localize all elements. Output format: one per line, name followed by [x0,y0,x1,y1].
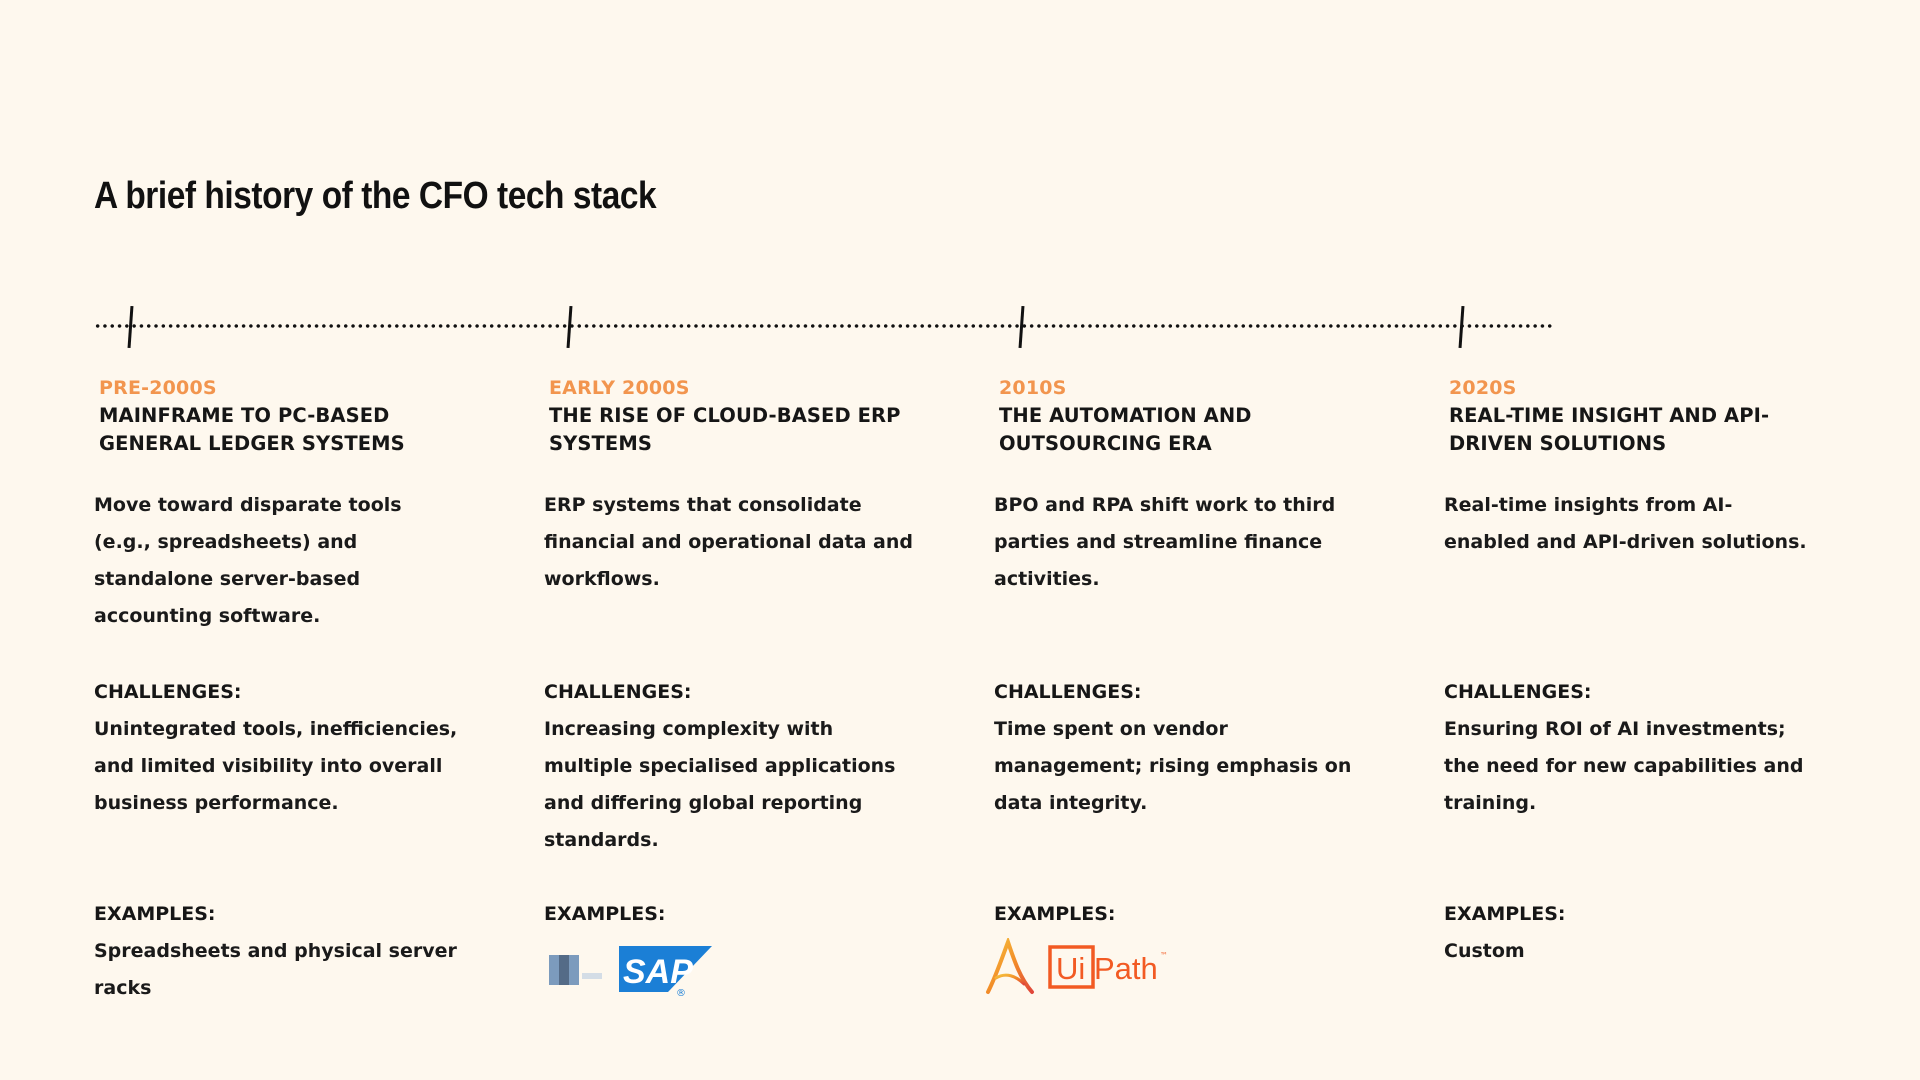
examples-label: EXAMPLES: [1444,903,1566,925]
uipath-word-text: Path [1094,951,1158,986]
challenges-text: Ensuring ROI of AI investments; the need… [1444,718,1804,814]
automation-logos: Ui Path ™ [986,936,1168,994]
sap-wordmark: SAP [623,953,693,991]
challenges-label: CHALLENGES: [994,681,1142,703]
era-column-early-2000s: EARLY 2000S THE RISE OF CLOUD-BASED ERP … [544,374,924,999]
erp-logos: SAP ® [549,946,712,999]
challenges-label: CHALLENGES: [1444,681,1592,703]
examples-label: EXAMPLES: [994,903,1116,925]
era-column-pre-2000s: PRE-2000S MAINFRAME TO PC-BASED GENERAL … [94,374,474,999]
era-description: ERP systems that consolidate financial a… [544,494,913,590]
era-label: 2010S [999,377,1067,399]
examples-label: EXAMPLES: [544,903,666,925]
page-title: A brief history of the CFO tech stack [94,175,657,217]
examples-logos: SAP ® [544,938,924,999]
era-heading: THE AUTOMATION AND OUTSOURCING ERA [999,404,1252,455]
challenges-text: Unintegrated tools, inefficiencies, and … [94,718,458,814]
uipath-logo-icon: Ui Path ™ [1048,945,1168,989]
era-label: EARLY 2000S [549,377,690,399]
automation-anywhere-logo-icon [986,936,1034,994]
era-heading: REAL-TIME INSIGHT AND API-DRIVEN SOLUTIO… [1449,404,1770,455]
timeline [94,305,1554,350]
era-column-2010s: 2010S THE AUTOMATION AND OUTSOURCING ERA… [986,374,1374,994]
era-label: PRE-2000S [99,377,217,399]
challenges-label: CHALLENGES: [544,681,692,703]
era-description: Move toward disparate tools (e.g., sprea… [94,494,402,627]
timeline-dotted-line [94,324,1554,328]
sap-logo-icon: SAP ® [619,946,712,999]
uipath-trademark: ™ [1160,951,1168,960]
netsuite-logo-icon [549,955,602,985]
examples-logos: Ui Path ™ [982,936,1362,998]
era-description: Real-time insights from AI-enabled and A… [1444,494,1807,553]
era-column-2020s: 2020S REAL-TIME INSIGHT AND API-DRIVEN S… [1444,374,1824,962]
era-label: 2020S [1449,377,1517,399]
challenges-text: Time spent on vendor management; rising … [994,718,1352,814]
sap-registered-mark: ® [676,988,686,998]
examples-text: Spreadsheets and physical server racks [94,940,457,999]
era-heading: MAINFRAME TO PC-BASED GENERAL LEDGER SYS… [99,404,405,455]
era-heading: THE RISE OF CLOUD-BASED ERP SYSTEMS [549,404,901,455]
examples-text: Custom [1444,940,1525,962]
era-description: BPO and RPA shift work to third parties … [994,494,1336,590]
uipath-box-text: Ui [1056,951,1085,986]
challenges-label: CHALLENGES: [94,681,242,703]
challenges-text: Increasing complexity with multiple spec… [544,718,896,851]
examples-label: EXAMPLES: [94,903,216,925]
